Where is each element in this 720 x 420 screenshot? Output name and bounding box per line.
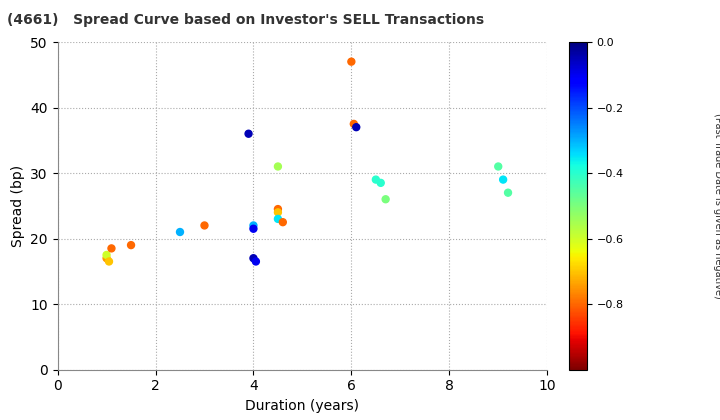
Y-axis label: Time in years between 5/2/2025 and Trade Date
(Past Trade Date is given as negat: Time in years between 5/2/2025 and Trade… xyxy=(713,88,720,324)
Point xyxy=(103,258,114,265)
Point xyxy=(351,124,362,131)
Point xyxy=(348,121,359,127)
Point xyxy=(498,176,509,183)
Point xyxy=(272,215,284,222)
Point xyxy=(248,255,259,262)
Point xyxy=(248,226,259,232)
Point xyxy=(250,258,261,265)
Point xyxy=(101,252,112,258)
Point xyxy=(243,130,254,137)
Point xyxy=(370,176,382,183)
Point xyxy=(106,245,117,252)
Point xyxy=(272,206,284,213)
X-axis label: Duration (years): Duration (years) xyxy=(246,399,359,413)
Point xyxy=(101,255,112,262)
Point xyxy=(375,179,387,186)
Y-axis label: Spread (bp): Spread (bp) xyxy=(11,165,24,247)
Point xyxy=(503,189,514,196)
Point xyxy=(277,219,289,226)
Point xyxy=(272,209,284,216)
Point xyxy=(492,163,504,170)
Point xyxy=(380,196,392,202)
Point xyxy=(125,242,137,249)
Point xyxy=(346,58,357,65)
Text: (4661)   Spread Curve based on Investor's SELL Transactions: (4661) Spread Curve based on Investor's … xyxy=(7,13,485,26)
Point xyxy=(248,222,259,229)
Point xyxy=(199,222,210,229)
Point xyxy=(174,228,186,235)
Point xyxy=(272,163,284,170)
